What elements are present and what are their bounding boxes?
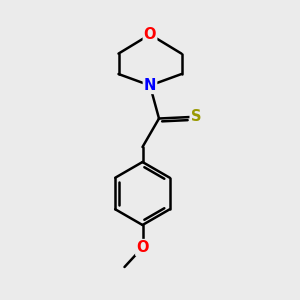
Text: N: N bbox=[144, 78, 156, 93]
Text: S: S bbox=[191, 110, 201, 124]
Text: O: O bbox=[144, 27, 156, 42]
Text: O: O bbox=[136, 240, 149, 255]
